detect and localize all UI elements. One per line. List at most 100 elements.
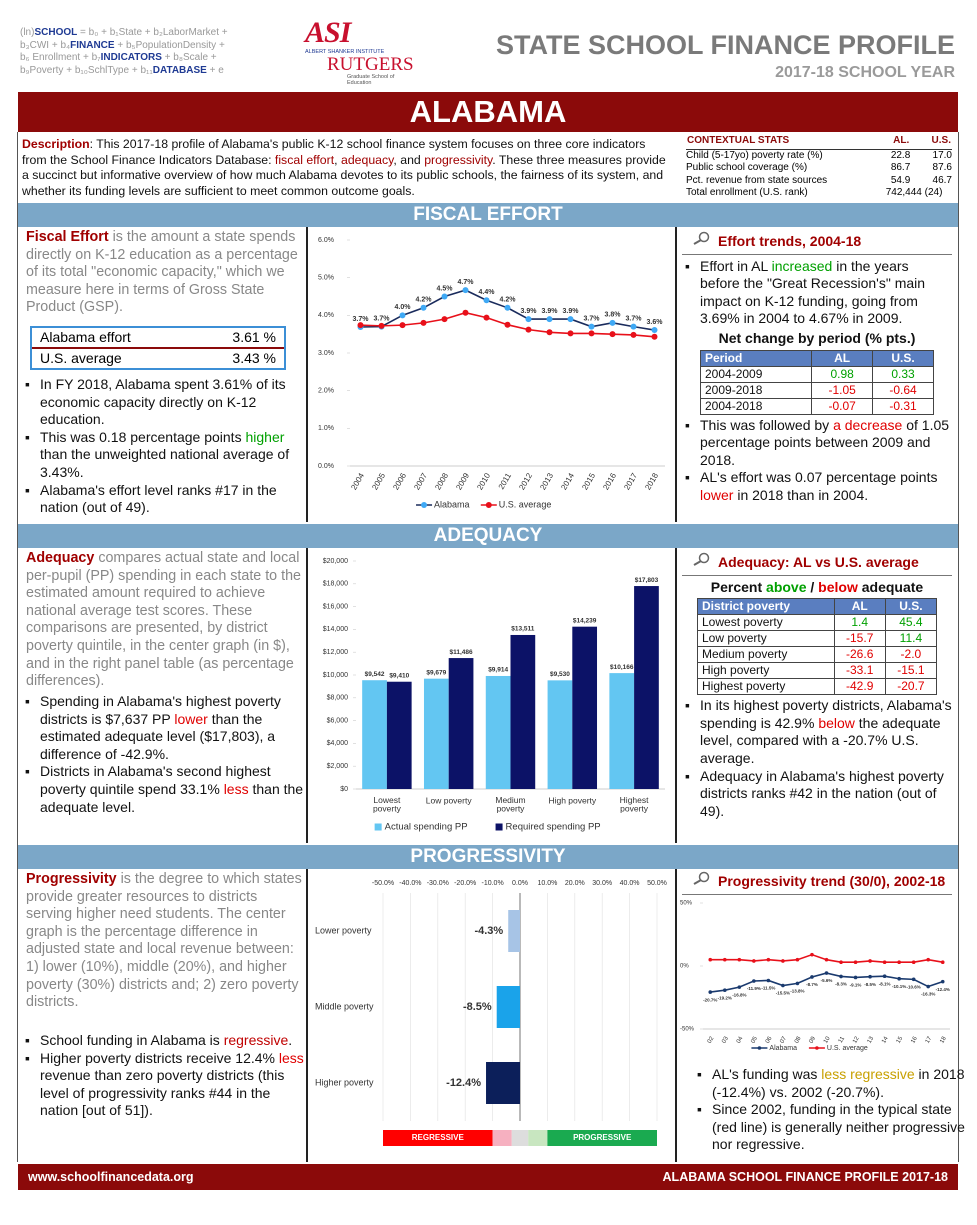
data-table: CONTEXTUAL STATS AL. U.S. Child (5-17yo) po…	[686, 134, 952, 200]
legend-marker	[815, 1046, 819, 1050]
text-run: Percent	[710, 578, 767, 595]
y-tick-label: 6.0%	[318, 237, 334, 244]
point	[810, 952, 814, 957]
point	[525, 316, 532, 323]
point	[795, 981, 800, 986]
x-tick-label: -30.0%	[427, 880, 449, 887]
text-run: b₃CWI + b₄	[20, 39, 71, 51]
table-cell: 45.4	[884, 614, 938, 632]
x-tick-label: 14	[881, 1035, 890, 1044]
text-run: This was 0.18 percentage points	[40, 428, 246, 445]
highlight: INDICATORS	[100, 52, 162, 63]
header-cell: AL	[833, 598, 886, 616]
x-tick-label: 2004	[349, 471, 366, 491]
text-run: + b₈Scale +	[161, 52, 217, 63]
y-tick-label: -50%	[680, 1027, 695, 1033]
x-tick-label: 17	[925, 1035, 934, 1044]
highlight: FINANCE	[70, 39, 115, 51]
table-cell: 742,444 (24)	[885, 187, 943, 198]
point	[708, 957, 713, 962]
x-tick-label: 2011	[497, 471, 514, 491]
progressivity-chart: -50.0% -40.0% -30.0% -20.0% -10.0% 0.0% 10.0% 2…	[315, 880, 667, 1146]
y-tick-label: 50%	[680, 901, 693, 907]
table-cell: -0.31	[872, 397, 934, 415]
text-run: + e	[206, 64, 224, 76]
header-cell: District poverty	[697, 598, 835, 616]
x-tick-label: 2017	[622, 471, 639, 491]
table-cell: -20.7	[884, 678, 938, 696]
data-label: 3.9%	[563, 308, 580, 315]
point	[525, 326, 532, 333]
state-banner: ALABAMA	[18, 92, 958, 132]
text-run: Districts in Alabama's second highest po…	[40, 763, 271, 797]
formula-line: b₃CWI + b₄FINANCE + b₅PopulationDensity …	[20, 40, 228, 53]
x-tick-label: 08	[794, 1035, 803, 1044]
x-tick-label: 06	[765, 1035, 774, 1044]
text-run: in 2018 (-12.4%) vs. 2002 (-20.7%).	[712, 1066, 965, 1100]
highlight: Adequacy	[26, 550, 95, 566]
header-cell: AL.	[870, 134, 911, 150]
point	[722, 988, 727, 992]
table-row: High poverty -33.1 -15.1	[697, 662, 938, 680]
point	[911, 977, 916, 982]
x-tick-label: Medium poverty	[495, 795, 525, 814]
point	[853, 975, 858, 980]
data-label: -11.5%	[761, 986, 775, 991]
point	[399, 312, 406, 319]
point	[781, 959, 785, 963]
scale-label: PROGRESSIVE	[573, 1133, 632, 1142]
x-tick-label: 2014	[559, 471, 576, 491]
y-tick-label: $4,000	[327, 740, 349, 747]
x-tick-label: 30.0%	[592, 880, 612, 887]
table-cell: -15.1	[884, 662, 938, 680]
data-label: 4.0%	[395, 304, 412, 311]
x-tick-label: Lowest poverty	[373, 795, 402, 814]
bullet: In its highest poverty districts, Alabam…	[685, 697, 952, 767]
magnifier-icon	[693, 231, 710, 245]
text-run: , and	[393, 152, 425, 167]
highlight: above	[766, 578, 807, 595]
x-tick-label: 2008	[433, 471, 450, 491]
point	[839, 974, 843, 979]
x-tick-label: -10.0%	[482, 880, 504, 887]
x-tick-label: 16	[910, 1035, 919, 1044]
text-run: compares actual state and local per-pupi…	[26, 550, 301, 690]
table-row: Low poverty -15.7 11.4	[697, 630, 938, 648]
text-run: /	[806, 578, 819, 595]
text-run: ,	[334, 152, 341, 167]
bar	[496, 986, 520, 1028]
point	[609, 331, 616, 338]
data-label: -8.3%	[835, 982, 847, 987]
x-tick-label: 07	[779, 1035, 788, 1044]
point	[420, 319, 427, 326]
y-tick-label: $2,000	[327, 763, 349, 770]
point	[766, 978, 771, 983]
legend-label: Actual spending PP	[385, 822, 468, 833]
point	[752, 959, 756, 963]
formula-logo: (ln)SCHOOL = b₀ + b₁State + b₂LaborMarke…	[20, 27, 228, 77]
text-run: b₉Poverty + b₁₀SchlType + b₁₁	[20, 64, 153, 76]
point	[795, 957, 800, 962]
data-label: -4.3%	[474, 925, 503, 937]
institution-logos: ASI ALBERT SHANKER INSTITUTE RUTGERS Gra…	[305, 18, 415, 87]
text-run: Since 2002, funding in the typical state…	[712, 1101, 965, 1153]
divider	[675, 548, 677, 843]
data-label: -16.8%	[732, 992, 746, 997]
x-tick-label: 2015	[580, 471, 597, 491]
x-tick-label: 2007	[412, 471, 429, 491]
text-run: (ln)	[20, 27, 35, 38]
table-cell: 2009-2018	[699, 381, 813, 399]
x-tick-label: 03	[721, 1035, 730, 1044]
formula-line: (ln)SCHOOL = b₀ + b₁State + b₂LaborMarke…	[20, 27, 228, 40]
bullet: School funding in Alabama is regressive.	[25, 1032, 312, 1050]
x-tick-label: High poverty	[548, 795, 596, 805]
highlight: below	[818, 578, 858, 595]
highlight: lower	[700, 486, 734, 503]
data-label: 3.7%	[374, 315, 391, 322]
divider	[306, 869, 308, 1162]
header-cell: U.S.	[884, 598, 938, 616]
text-run: of 1.05 percentage points between 2009 a…	[700, 416, 950, 468]
footer-url: www.schoolfinancedata.org	[28, 1170, 194, 1184]
text-run: .	[288, 1032, 293, 1048]
